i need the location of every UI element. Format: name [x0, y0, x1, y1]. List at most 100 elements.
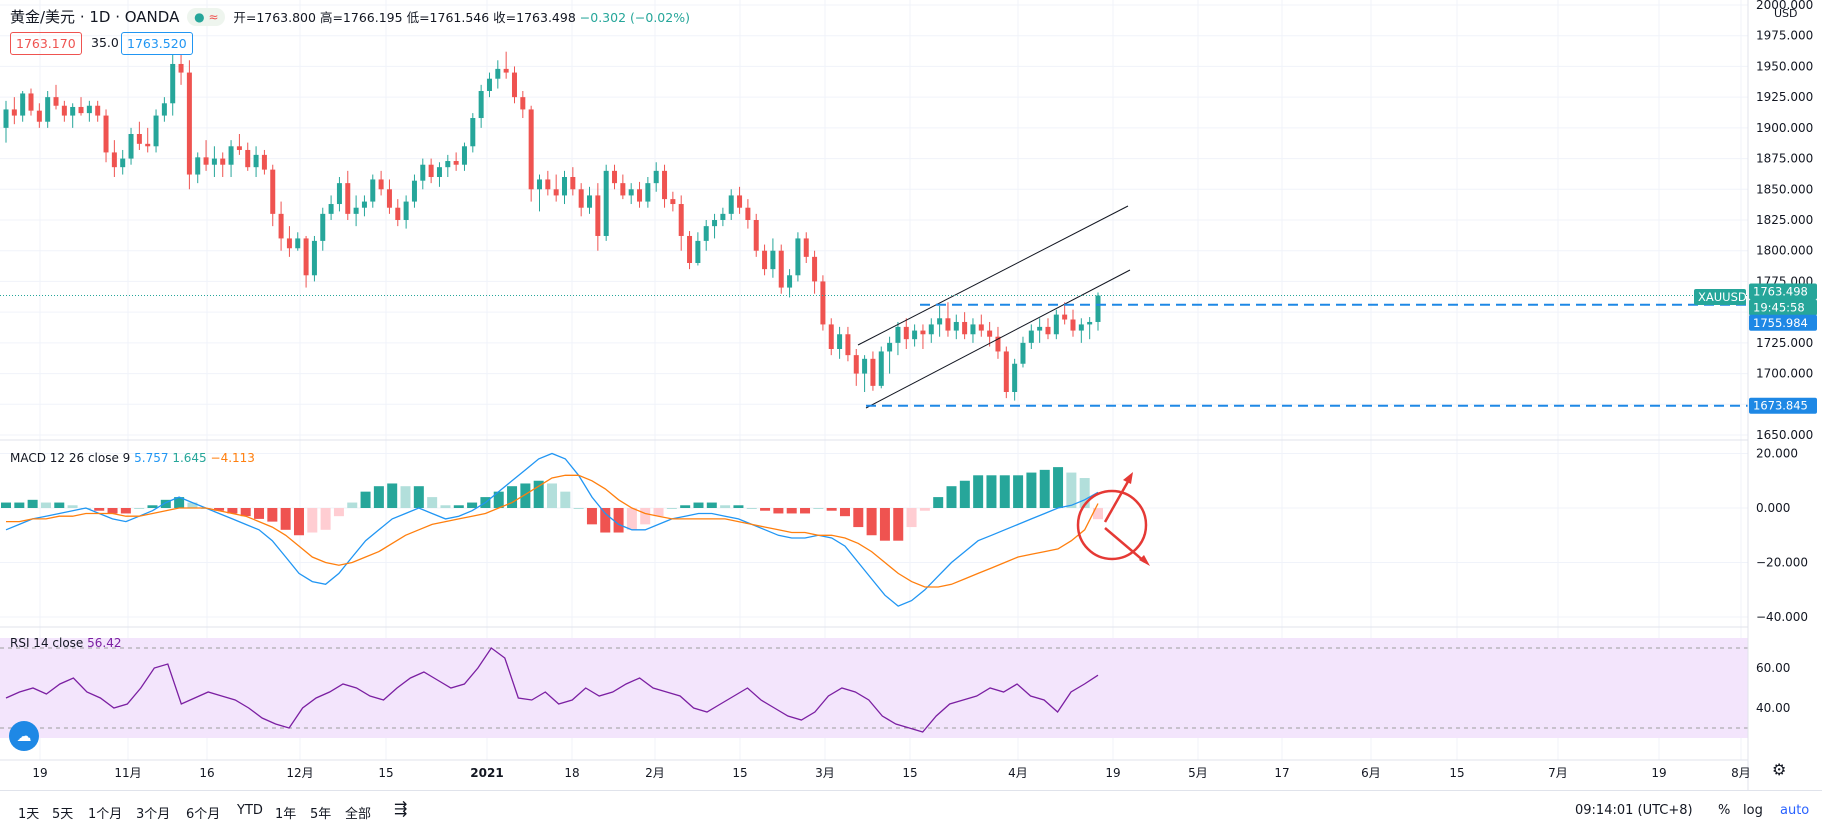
- price-tick-label: 1725.000: [1756, 336, 1813, 350]
- candle: [486, 72, 492, 98]
- rsi-tick-label: 40.00: [1756, 701, 1790, 715]
- macd-histogram-bar: [813, 508, 824, 509]
- candle: [595, 183, 601, 251]
- gear-icon[interactable]: ⚙: [1772, 760, 1787, 779]
- candle: [687, 231, 693, 270]
- goto-date-icon[interactable]: ⇶: [394, 799, 408, 818]
- candle: [562, 170, 568, 205]
- candle: [445, 154, 451, 177]
- candle: [261, 149, 267, 175]
- macd-histogram-bar: [360, 491, 371, 508]
- range-all[interactable]: 全部: [345, 807, 372, 822]
- candle: [461, 142, 467, 171]
- close-value: 收=1763.498: [493, 10, 576, 25]
- range-3m[interactable]: 3个月: [136, 807, 171, 822]
- rsi-legend[interactable]: RSI 14 close 56.42: [10, 636, 122, 650]
- macd-histogram-bar: [160, 499, 171, 508]
- macd-histogram-bar: [706, 502, 717, 508]
- time-tick-label: 12月: [286, 766, 313, 780]
- price-tick-label: 1900.000: [1756, 121, 1813, 135]
- candle: [478, 84, 484, 128]
- bottom-toolbar: 1天 5天 1个月 3个月 6个月 YTD 1年 5年 全部 ⇶ 09:14:0…: [0, 790, 1822, 831]
- time-tick-label: 11月: [114, 766, 141, 780]
- macd-histogram-bar: [1093, 508, 1103, 520]
- range-1y[interactable]: 1年: [275, 807, 297, 822]
- candle: [453, 152, 459, 171]
- candle: [695, 232, 701, 266]
- auto-toggle[interactable]: auto: [1780, 803, 1810, 818]
- macd-histogram-bar: [1013, 475, 1024, 508]
- candle: [828, 318, 834, 356]
- candle: [20, 91, 26, 122]
- compare-toggle[interactable]: ● ≈: [187, 7, 226, 26]
- macd-histogram-bar: [280, 508, 291, 530]
- macd-histogram-bar: [387, 483, 398, 508]
- price-chart[interactable]: 20.000 0.000 −20.000 −40.000 60.00 40.00 200…: [0, 0, 1822, 790]
- macd-histogram-bar: [440, 505, 451, 508]
- macd-histogram-bar: [626, 508, 637, 530]
- macd-histogram-bar: [693, 502, 704, 508]
- macd-histogram-bar: [67, 505, 78, 508]
- macd-value: 5.757: [134, 451, 169, 465]
- range-1m[interactable]: 1个月: [88, 807, 123, 822]
- candle: [745, 199, 751, 229]
- candle: [170, 54, 176, 116]
- bid-price-button[interactable]: 1763.170: [10, 32, 82, 55]
- macd-histogram-bar: [879, 508, 890, 541]
- candle: [311, 235, 317, 282]
- candle: [128, 127, 134, 165]
- macd-histogram-bar: [653, 508, 664, 517]
- rsi-line: [5, 647, 1099, 733]
- time-tick-label: 17: [1274, 766, 1289, 780]
- macd-histogram-bar: [333, 508, 344, 517]
- candles: [3, 51, 1101, 401]
- macd-histogram-bar: [666, 508, 677, 509]
- range-ytd[interactable]: YTD: [237, 803, 263, 818]
- macd-histogram-bar: [147, 505, 158, 508]
- candle: [436, 162, 442, 187]
- macd-histogram-bar: [54, 502, 65, 508]
- candle: [361, 195, 367, 217]
- candle: [145, 127, 151, 153]
- price-axis[interactable]: 2000.000 1975.000 1950.000 1925.000 1900.000…: [1756, 0, 1813, 442]
- candle: [103, 109, 109, 163]
- trend-channel: [857, 205, 1131, 409]
- candle: [753, 213, 759, 257]
- macd-histogram-bar: [107, 508, 118, 514]
- candle: [536, 174, 542, 212]
- currency-label: USD: [1774, 7, 1798, 20]
- macd-histogram-bar: [746, 508, 757, 509]
- candle: [153, 109, 159, 153]
- candle: [120, 149, 126, 175]
- macd-histogram-bar: [240, 508, 251, 517]
- range-1d[interactable]: 1天: [18, 807, 40, 822]
- macd-histogram-bar: [520, 483, 531, 508]
- spread-value: 35.0: [91, 35, 119, 50]
- clock[interactable]: 09:14:01 (UTC+8): [1575, 803, 1693, 818]
- rsi-value: 56.42: [87, 636, 122, 650]
- candle: [653, 162, 659, 192]
- candle: [1053, 309, 1059, 340]
- candle: [845, 326, 851, 362]
- candle: [228, 140, 234, 177]
- macd-histogram-bar: [733, 505, 744, 508]
- range-5d[interactable]: 5天: [52, 807, 74, 822]
- macd-legend[interactable]: MACD 12 26 close 9 5.757 1.645 −4.113: [10, 451, 255, 465]
- log-toggle[interactable]: log: [1743, 803, 1763, 818]
- candle: [770, 238, 776, 278]
- range-6m[interactable]: 6个月: [186, 807, 221, 822]
- ask-price-button[interactable]: 1763.520: [121, 32, 193, 55]
- time-tick-label: 6月: [1361, 766, 1381, 780]
- symbol-title[interactable]: 黄金/美元 · 1D · OANDA: [10, 8, 180, 26]
- candle: [820, 275, 826, 331]
- macd-histogram-bar: [946, 486, 957, 508]
- tradingview-logo-icon[interactable]: ☁: [9, 721, 39, 751]
- time-tick-label: 3月: [815, 766, 835, 780]
- candle: [812, 250, 818, 294]
- percent-toggle[interactable]: %: [1718, 803, 1731, 818]
- candle: [295, 232, 301, 251]
- range-5y[interactable]: 5年: [310, 807, 332, 822]
- candle: [1028, 324, 1034, 349]
- time-axis[interactable]: 19 11月 16 12月 15 2021 18 2月 15 3月 15 4月 19 5月 17 6月 15 7月…: [32, 766, 1750, 780]
- candle: [211, 146, 217, 177]
